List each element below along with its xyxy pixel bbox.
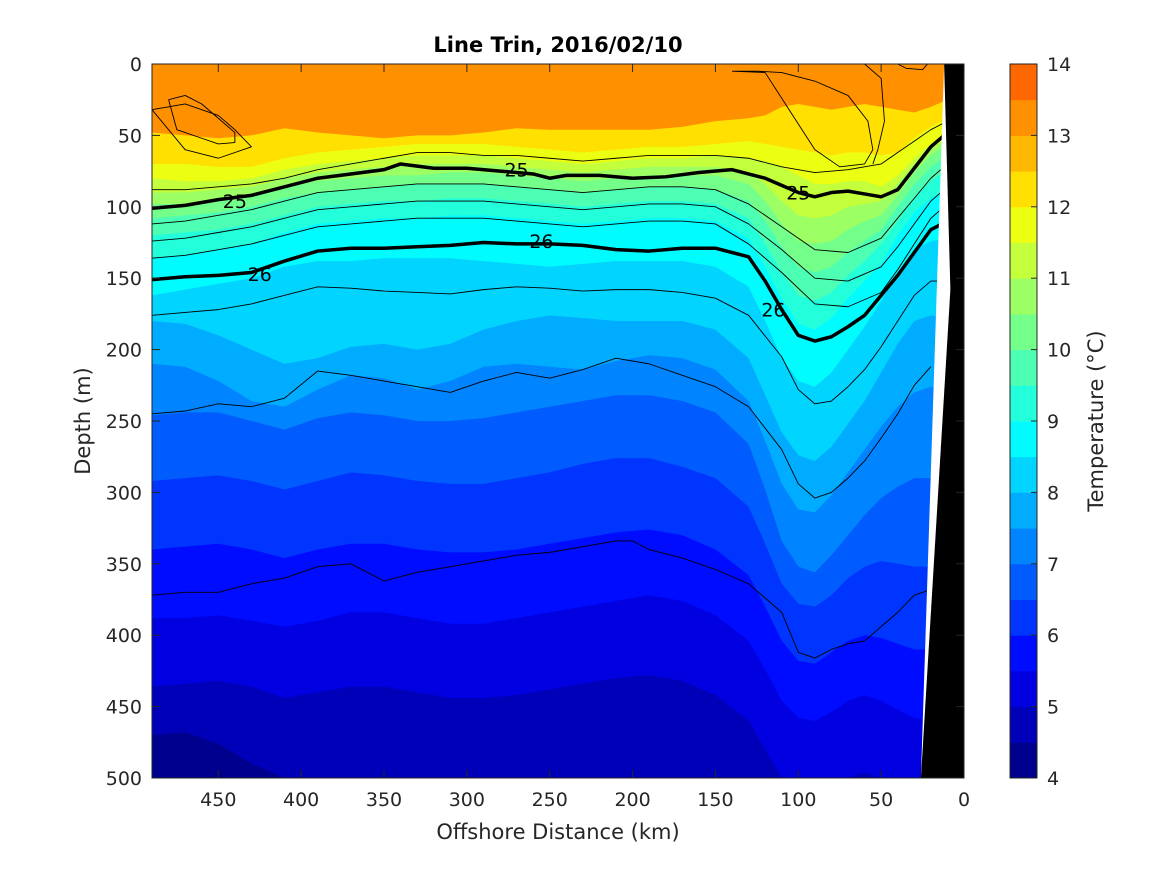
- y-tick-label: 450: [106, 697, 142, 719]
- contour-label-layer: 25 25 25 26 26 26: [223, 160, 811, 322]
- colorbar-tick-label: 6: [1047, 625, 1059, 647]
- x-tick-label: 250: [532, 789, 568, 811]
- warm-core-contour-2: [731, 70, 874, 168]
- colorbar-block: [1010, 528, 1037, 565]
- colorbar-tick-label: 4: [1047, 768, 1059, 790]
- colorbar-block: [1010, 64, 1037, 101]
- colorbar-tick-label: 9: [1047, 411, 1059, 433]
- y-tick-label: 300: [106, 482, 142, 504]
- y-tick-label: 350: [106, 554, 142, 576]
- x-tick-label: 100: [780, 789, 816, 811]
- colorbar-block: [1010, 563, 1037, 600]
- y-axis: 0 50 100 150 200 250 300 350 400 450 500: [106, 54, 964, 790]
- contour-label-text: 26: [248, 264, 272, 286]
- contour-label-text: 25: [223, 191, 247, 213]
- temperature-fill-layer: [152, 64, 964, 778]
- x-tick-label: 150: [697, 789, 733, 811]
- colorbar-block: [1010, 742, 1037, 779]
- contour-label-26: 26: [248, 264, 272, 286]
- chart-title: Line Trin, 2016/02/10: [433, 33, 682, 57]
- contour-label-text: 26: [529, 231, 553, 253]
- thin-contour-3: [152, 357, 932, 499]
- thin-contour-2: [152, 280, 948, 405]
- colorbar-tick-label: 8: [1047, 482, 1059, 504]
- x-tick-label: 400: [283, 789, 319, 811]
- colorbar-tick-label: 11: [1047, 268, 1071, 290]
- colorbar-tick-label: 12: [1047, 197, 1071, 219]
- colorbar-ticks: 4 5 6 7 8 9 10 11 12 13 14: [1031, 54, 1071, 790]
- x-tick-label: 50: [869, 789, 893, 811]
- warm-core-contour-4: [897, 64, 928, 71]
- y-tick-label: 50: [118, 125, 142, 147]
- x-tick-label: 350: [366, 789, 402, 811]
- y-tick-label: 0: [130, 54, 142, 76]
- colorbar-block: [1010, 349, 1037, 386]
- contour-label-25: 25: [786, 183, 810, 205]
- colorbar-block: [1010, 706, 1037, 743]
- colorbar-block: [1010, 99, 1037, 136]
- colorbar-block: [1010, 278, 1037, 315]
- bathymetry-slope: [944, 64, 964, 778]
- colorbar: 4 5 6 7 8 9 10 11 12 13 14 Temperature (°C): [1009, 54, 1108, 790]
- contour-label-26: 26: [529, 231, 553, 253]
- contour-label-25: 25: [223, 191, 247, 213]
- x-tick-label: 450: [200, 789, 236, 811]
- warm-core-contour-1: [152, 103, 252, 159]
- colorbar-block: [1010, 135, 1037, 172]
- colorbar-block: [1010, 313, 1037, 351]
- warm-core-contour-0: [168, 94, 236, 145]
- contour-label-26: 26: [761, 300, 785, 322]
- colorbar-block: [1010, 456, 1037, 493]
- colorbar-blocks: [1010, 64, 1037, 779]
- colorbar-tick-label: 7: [1047, 554, 1059, 576]
- temperature-band-5: [152, 675, 882, 778]
- density-contour-25: [152, 131, 949, 210]
- x-tick-label: 300: [449, 789, 485, 811]
- colorbar-tick-label: 5: [1047, 697, 1059, 719]
- thin-contour-upper-1: [152, 163, 948, 253]
- x-axis-title: Offshore Distance (km): [436, 820, 679, 844]
- temperature-band-4.5: [152, 732, 285, 778]
- y-tick-label: 150: [106, 268, 142, 290]
- colorbar-block: [1010, 171, 1037, 208]
- x-tick-label: 200: [614, 789, 650, 811]
- colorbar-block: [1010, 635, 1037, 672]
- thin-contour-upper-0: [152, 120, 948, 191]
- plot-area: 25 25 25 26 26 26: [151, 63, 965, 779]
- y-tick-label: 200: [106, 340, 142, 362]
- y-axis-title: Depth (m): [71, 367, 95, 474]
- bathymetry-layer: [920, 64, 964, 778]
- x-tick-label: 0: [958, 789, 970, 811]
- contour-label-text: 26: [761, 300, 785, 322]
- colorbar-block: [1010, 242, 1037, 279]
- colorbar-block: [1010, 599, 1037, 636]
- colorbar-tick-label: 10: [1047, 340, 1071, 362]
- thin-contour-upper-2: [152, 186, 948, 282]
- y-tick-label: 500: [106, 768, 142, 790]
- x-axis: 450 400 350 300 250 200 150 100 50 0: [200, 64, 970, 811]
- thin-contour-upper-3: [152, 203, 948, 308]
- density-contour-26: [152, 219, 949, 343]
- y-tick-label: 400: [106, 625, 142, 647]
- colorbar-block: [1010, 206, 1037, 243]
- warm-core-contour-3: [864, 64, 885, 165]
- contour-label-25: 25: [504, 160, 528, 182]
- colorbar-tick-label: 13: [1047, 125, 1071, 147]
- colorbar-block: [1010, 385, 1037, 422]
- colorbar-block: [1010, 421, 1037, 458]
- contour-label-text: 25: [786, 183, 810, 205]
- density-contour-layer: [152, 64, 949, 659]
- thin-contour-4: [152, 540, 932, 659]
- y-tick-label: 100: [106, 197, 142, 219]
- y-tick-label: 250: [106, 411, 142, 433]
- contour-label-text: 25: [504, 160, 528, 182]
- colorbar-block: [1010, 670, 1037, 708]
- colorbar-block: [1010, 492, 1037, 529]
- colorbar-tick-label: 14: [1047, 54, 1071, 76]
- colorbar-title: Temperature (°C): [1084, 330, 1108, 512]
